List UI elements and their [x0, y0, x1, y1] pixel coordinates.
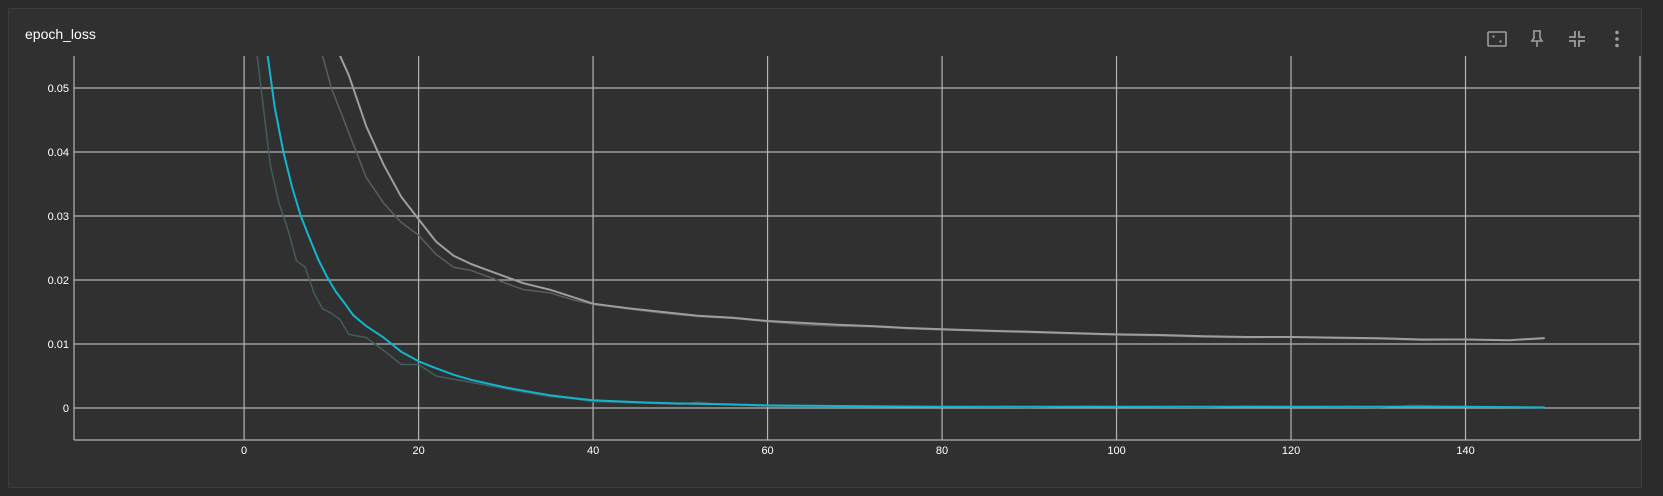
- card-toolbar: [1481, 23, 1633, 55]
- pin-icon: [1530, 30, 1544, 47]
- series-line-3-smoothed[interactable]: [266, 56, 1545, 409]
- x-tick-label: 60: [761, 445, 773, 457]
- x-tick-label: 40: [587, 445, 599, 457]
- collapse-icon: [1569, 31, 1585, 47]
- x-tick-label: 80: [936, 445, 948, 457]
- fit-domain-icon: [1487, 31, 1507, 47]
- pin-button[interactable]: [1521, 23, 1553, 55]
- more-vert-icon: [1615, 30, 1619, 48]
- x-tick-label: 20: [412, 445, 424, 457]
- collapse-button[interactable]: [1561, 23, 1593, 55]
- x-tick-label: 0: [241, 445, 247, 457]
- series-line-1-smoothed[interactable]: [339, 56, 1545, 342]
- x-tick-label: 100: [1107, 445, 1125, 457]
- fit-domain-button[interactable]: [1481, 23, 1513, 55]
- y-tick-label: 0.03: [48, 211, 69, 223]
- y-tick-label: 0.05: [48, 83, 69, 95]
- y-tick-label: 0.01: [48, 339, 69, 351]
- more-options-button[interactable]: [1601, 23, 1633, 55]
- y-tick-label: 0.04: [48, 147, 69, 159]
- x-tick-label: 120: [1282, 445, 1300, 457]
- card-title: epoch_loss: [25, 26, 96, 42]
- series-line-2-raw[interactable]: [256, 56, 1545, 409]
- x-tick-label: 140: [1456, 445, 1474, 457]
- y-tick-label: 0.02: [48, 275, 69, 287]
- grid-lines: [74, 56, 1640, 440]
- series-line-0-raw[interactable]: [321, 56, 1545, 341]
- series-group: [256, 56, 1545, 409]
- y-tick-label: 0: [63, 403, 69, 415]
